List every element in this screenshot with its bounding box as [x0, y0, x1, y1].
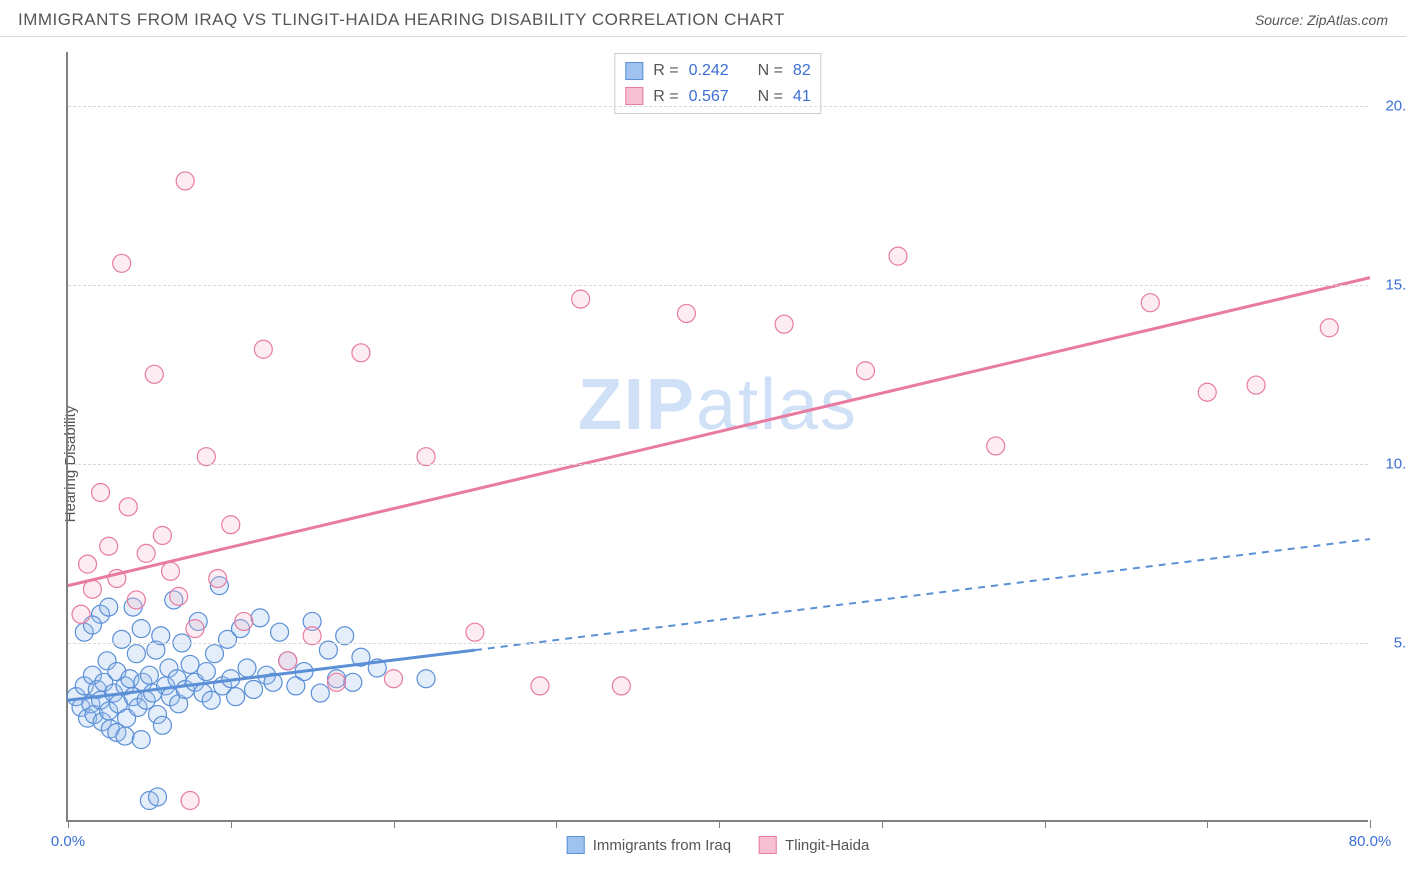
scatter-point [205, 645, 223, 663]
plot-area: ZIPatlas R = 0.242 N = 82 R = 0.567 N = … [66, 52, 1368, 822]
scatter-point [186, 620, 204, 638]
scatter-point [1141, 294, 1159, 312]
scatter-point [417, 670, 435, 688]
scatter-point [113, 254, 131, 272]
x-tick [882, 820, 883, 828]
top-legend-row-0: R = 0.242 N = 82 [625, 58, 810, 84]
gridline [68, 464, 1368, 465]
plot-svg [68, 52, 1368, 820]
gridline [68, 285, 1368, 286]
legend-item-tlingit: Tlingit-Haida [759, 836, 869, 854]
x-tick [1045, 820, 1046, 828]
trend-line [68, 278, 1370, 586]
scatter-point [238, 659, 256, 677]
scatter-point [612, 677, 630, 695]
scatter-point [1320, 319, 1338, 337]
scatter-point [181, 792, 199, 810]
scatter-point [328, 673, 346, 691]
scatter-point [352, 344, 370, 362]
x-tick-label: 80.0% [1349, 833, 1392, 850]
scatter-point [889, 247, 907, 265]
scatter-point [119, 498, 137, 516]
y-tick-label: 5.0% [1394, 634, 1406, 651]
scatter-point [197, 663, 215, 681]
scatter-point [132, 731, 150, 749]
chart-wrap: Hearing Disability ZIPatlas R = 0.242 N … [18, 44, 1388, 884]
scatter-point [987, 437, 1005, 455]
scatter-point [572, 290, 590, 308]
scatter-point [176, 172, 194, 190]
y-tick-label: 15.0% [1385, 276, 1406, 293]
scatter-point [254, 340, 272, 358]
x-tick [231, 820, 232, 828]
scatter-point [775, 315, 793, 333]
scatter-point [79, 555, 97, 573]
legend-swatch-iraq [625, 62, 643, 80]
scatter-point [72, 605, 90, 623]
bottom-legend: Immigrants from Iraq Tlingit-Haida [567, 836, 870, 854]
scatter-point [170, 587, 188, 605]
scatter-point [279, 652, 297, 670]
scatter-point [245, 680, 263, 698]
scatter-point [100, 537, 118, 555]
title-bar: IMMIGRANTS FROM IRAQ VS TLINGIT-HAIDA HE… [0, 0, 1406, 37]
scatter-point [385, 670, 403, 688]
trend-line-dashed [475, 539, 1370, 650]
scatter-point [531, 677, 549, 695]
scatter-point [149, 788, 167, 806]
scatter-point [116, 727, 134, 745]
n-label: N = [758, 58, 783, 84]
legend-label-tlingit: Tlingit-Haida [785, 837, 869, 854]
x-tick [556, 820, 557, 828]
scatter-point [251, 609, 269, 627]
n-value-iraq: 82 [793, 58, 811, 84]
scatter-point [92, 484, 110, 502]
legend-swatch-tlingit [625, 87, 643, 105]
r-value-iraq: 0.242 [689, 58, 729, 84]
x-tick [1207, 820, 1208, 828]
scatter-point [140, 666, 158, 684]
scatter-point [153, 526, 171, 544]
scatter-point [1247, 376, 1265, 394]
x-tick [1370, 820, 1371, 828]
scatter-point [132, 620, 150, 638]
scatter-point [153, 716, 171, 734]
gridline [68, 643, 1368, 644]
scatter-point [677, 304, 695, 322]
scatter-point [145, 365, 163, 383]
scatter-point [113, 630, 131, 648]
x-tick [719, 820, 720, 828]
scatter-point [1198, 383, 1216, 401]
chart-title: IMMIGRANTS FROM IRAQ VS TLINGIT-HAIDA HE… [18, 10, 785, 30]
r-label: R = [653, 58, 678, 84]
scatter-point [137, 544, 155, 562]
scatter-point [127, 591, 145, 609]
scatter-point [222, 516, 240, 534]
source-label: Source: ZipAtlas.com [1255, 12, 1388, 28]
scatter-point [209, 569, 227, 587]
scatter-point [83, 580, 101, 598]
scatter-point [344, 673, 362, 691]
scatter-point [235, 612, 253, 630]
scatter-point [311, 684, 329, 702]
x-tick [394, 820, 395, 828]
x-tick-label: 0.0% [51, 833, 85, 850]
legend-swatch-tlingit [759, 836, 777, 854]
scatter-point [227, 688, 245, 706]
y-tick-label: 20.0% [1385, 97, 1406, 114]
scatter-point [856, 362, 874, 380]
scatter-point [162, 562, 180, 580]
scatter-point [466, 623, 484, 641]
gridline [68, 106, 1368, 107]
y-tick-label: 10.0% [1385, 455, 1406, 472]
scatter-point [181, 655, 199, 673]
scatter-point [271, 623, 289, 641]
legend-label-iraq: Immigrants from Iraq [593, 837, 731, 854]
legend-swatch-iraq [567, 836, 585, 854]
scatter-point [127, 645, 145, 663]
legend-item-iraq: Immigrants from Iraq [567, 836, 731, 854]
x-tick [68, 820, 69, 828]
scatter-point [100, 598, 118, 616]
